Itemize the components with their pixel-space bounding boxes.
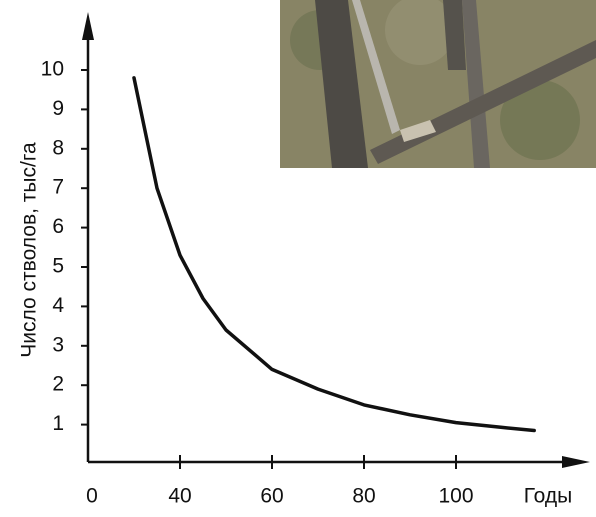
x-tick-label: 80 bbox=[352, 485, 375, 508]
y-tick-label: 8 bbox=[52, 136, 64, 159]
y-tick-label: 7 bbox=[52, 176, 64, 199]
y-tick-label: 9 bbox=[52, 97, 64, 120]
y-tick-label: 1 bbox=[52, 412, 64, 435]
x-axis-label: Годы bbox=[524, 485, 573, 508]
x-tick-label: 40 bbox=[168, 485, 191, 508]
y-tick-label: 5 bbox=[52, 255, 64, 278]
y-tick-label: 4 bbox=[52, 294, 64, 317]
y-axis-arrow bbox=[82, 12, 94, 40]
y-tick-label: 2 bbox=[52, 373, 64, 396]
y-tick-label: 3 bbox=[52, 333, 64, 356]
y-axis-label: Число стволов, тыс/га bbox=[18, 142, 41, 358]
line bbox=[132, 76, 536, 433]
x-tick-label: 100 bbox=[438, 485, 473, 508]
photo bbox=[280, 0, 596, 168]
x-origin-label: 0 bbox=[86, 485, 98, 508]
y-tick-label: 6 bbox=[52, 215, 64, 238]
y-tick-label: 10 bbox=[41, 58, 64, 81]
x-axis-arrow bbox=[562, 456, 590, 468]
x-tick-label: 60 bbox=[260, 485, 283, 508]
